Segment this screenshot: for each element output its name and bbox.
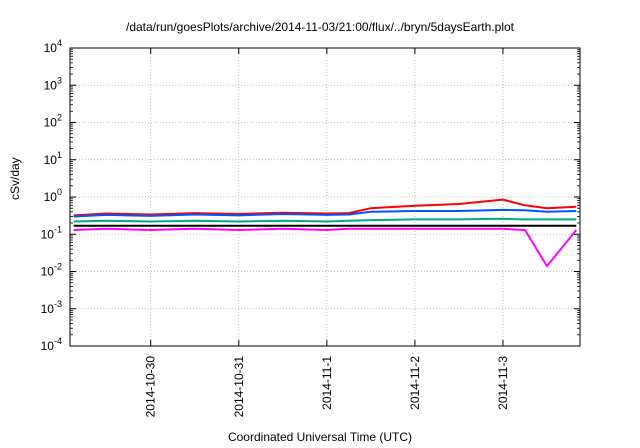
x-axis-label: Coordinated Universal Time (UTC) (227, 430, 413, 444)
y-tick-labels: 10-4 10-3 10-2 10-1 100 101 102 103 104 (41, 38, 62, 353)
x-tick-labels: 2014-10-30 2014-10-31 2014-11-1 2014-11-2 20… (144, 356, 510, 418)
x-tick-label: 2014-10-31 (232, 356, 246, 418)
x-tick-label: 2014-11-1 (320, 356, 334, 410)
y-tick-label: 10-3 (41, 299, 62, 316)
chart-title: /data/run/goesPlots/archive/2014-11-03/2… (125, 20, 514, 34)
y-tick-label: 10-1 (41, 224, 62, 241)
y-tick-label: 104 (44, 38, 62, 55)
y-tick-label: 102 (44, 113, 62, 130)
y-tick-label: 100 (44, 187, 62, 204)
series-line-2 (73, 208, 577, 218)
y-tick-label: 103 (44, 75, 62, 92)
grid-lines (70, 48, 580, 346)
x-tick-label: 2014-11-2 (408, 356, 422, 410)
series-line-5 (73, 227, 578, 268)
y-tick-label: 101 (44, 150, 62, 167)
series-layer (73, 198, 578, 268)
y-tick-label: 10-4 (41, 336, 62, 353)
tick-marks (70, 47, 580, 347)
series-line-3 (73, 217, 577, 223)
x-tick-label: 2014-10-30 (144, 356, 158, 418)
y-tick-label: 10-2 (41, 262, 62, 279)
series-line-1 (73, 198, 577, 217)
x-tick-label: 2014-11-3 (496, 356, 510, 410)
